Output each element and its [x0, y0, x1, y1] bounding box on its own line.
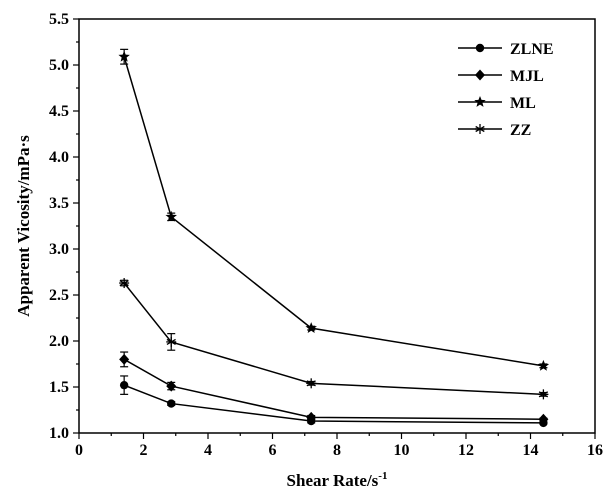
y-tick-label: 4.0	[49, 149, 69, 166]
x-tick-label: 12	[458, 442, 474, 459]
point-zz	[306, 378, 317, 389]
y-tick-label: 1.0	[49, 425, 69, 442]
y-axis-title: Apparent Vicosity/mPa·s	[14, 135, 33, 317]
x-tick-label: 8	[333, 442, 341, 459]
point-ml	[305, 322, 317, 333]
series-line-mjl	[123, 358, 544, 420]
legend-label: ZLNE	[510, 41, 554, 58]
x-tick-label: 6	[269, 442, 277, 459]
point-zlne	[119, 380, 129, 390]
x-tick-label: 4	[204, 442, 212, 459]
y-tick-label: 4.5	[49, 103, 69, 120]
legend: ZLNE MJL ML ZZ	[458, 41, 554, 139]
y-tick-label: 3.0	[49, 241, 69, 258]
series-markers	[118, 50, 550, 428]
x-tick-label: 16	[587, 442, 603, 459]
point-mjl	[306, 411, 317, 423]
x-tick-label: 14	[523, 442, 539, 459]
series-lines	[123, 56, 544, 424]
plot-frame	[78, 18, 596, 434]
point-zlne	[167, 399, 176, 408]
axis-ticks: 0 2 4 6 8 10 12 14 16 1.0 1.5 2.0 2.5 3.0 3.5 4.0 4.5 5.0…	[49, 11, 603, 459]
legend-marker	[475, 124, 485, 134]
point-zz	[166, 336, 177, 347]
legend-entry-ml: ML	[458, 95, 536, 112]
legend-label: ZZ	[510, 122, 531, 139]
point-ml	[118, 50, 130, 62]
series-line-ml	[123, 56, 544, 367]
point-mjl	[119, 353, 130, 365]
y-tick-label: 5.0	[49, 57, 69, 74]
point-ml	[537, 359, 550, 371]
error-bars	[120, 48, 548, 425]
point-mjl	[538, 413, 549, 425]
legend-entry-zlne: ZLNE	[458, 41, 554, 58]
legend-label: MJL	[510, 68, 544, 85]
x-tick-label: 10	[394, 442, 410, 459]
series-line-zlne	[123, 384, 544, 424]
x-axis-title: Shear Rate/s-1	[287, 470, 388, 490]
y-tick-label: 2.5	[49, 287, 69, 304]
legend-marker	[475, 43, 485, 53]
y-tick-label: 1.5	[49, 379, 69, 396]
x-tick-label: 0	[75, 442, 83, 459]
y-tick-label: 5.5	[49, 11, 69, 28]
y-tick-label: 3.5	[49, 195, 69, 212]
y-tick-label: 2.0	[49, 333, 69, 350]
point-zz	[119, 278, 130, 289]
legend-marker	[474, 96, 486, 107]
point-ml	[165, 210, 177, 222]
legend-marker	[475, 69, 485, 81]
point-zz	[538, 389, 549, 400]
legend-label: ML	[510, 95, 536, 112]
legend-entry-zz: ZZ	[458, 122, 531, 139]
legend-entry-mjl: MJL	[458, 68, 544, 85]
point-mjl	[166, 380, 177, 392]
series-line-zz	[123, 282, 544, 396]
x-tick-label: 2	[140, 442, 148, 459]
